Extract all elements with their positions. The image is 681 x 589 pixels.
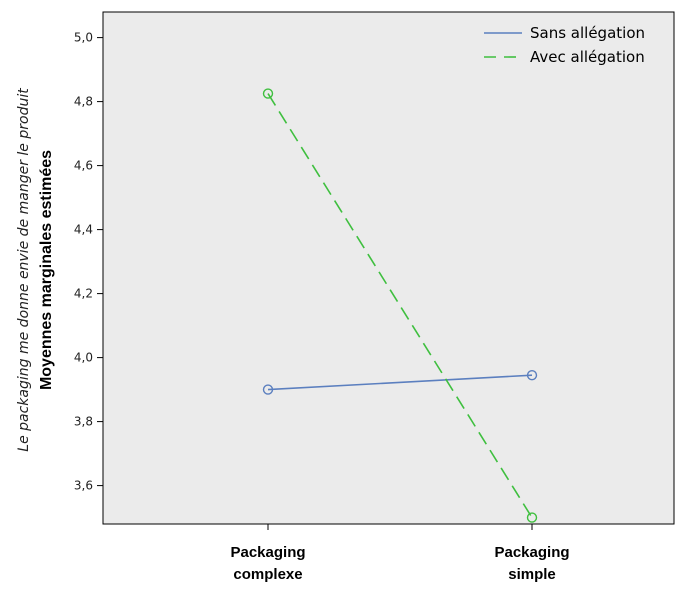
legend-label: Avec allégation bbox=[530, 48, 645, 66]
legend-label: Sans allégation bbox=[530, 24, 645, 42]
y-axis-title-italic: Le packaging me donne envie de manger le… bbox=[16, 88, 32, 452]
x-category-label: Packaging complexe bbox=[230, 544, 305, 583]
x-category-label-line: simple bbox=[508, 566, 556, 583]
y-tick-label: 4,4 bbox=[74, 223, 93, 237]
plot-area bbox=[102, 11, 675, 525]
y-tick-label: 3,6 bbox=[74, 479, 93, 493]
y-tick-label: 4,0 bbox=[74, 351, 93, 365]
x-category-label-line: Packaging bbox=[494, 544, 569, 561]
y-tick-label: 5,0 bbox=[74, 31, 93, 45]
data-point-marker bbox=[262, 384, 274, 395]
series-line bbox=[267, 374, 533, 391]
x-category-label: Packaging simple bbox=[494, 544, 569, 583]
y-tick-label: 4,2 bbox=[74, 287, 93, 301]
data-point-marker bbox=[526, 370, 538, 381]
y-tick-label: 4,6 bbox=[74, 159, 93, 173]
x-category-label-line: complexe bbox=[233, 566, 302, 583]
y-axis-title-bold: Moyennes marginales estimées bbox=[38, 150, 55, 390]
data-point-marker bbox=[262, 88, 274, 99]
x-category-label-line: Packaging bbox=[230, 544, 305, 561]
y-tick-label: 4,8 bbox=[74, 95, 93, 109]
y-tick-label: 3,8 bbox=[74, 415, 93, 429]
data-point-marker bbox=[526, 512, 538, 523]
